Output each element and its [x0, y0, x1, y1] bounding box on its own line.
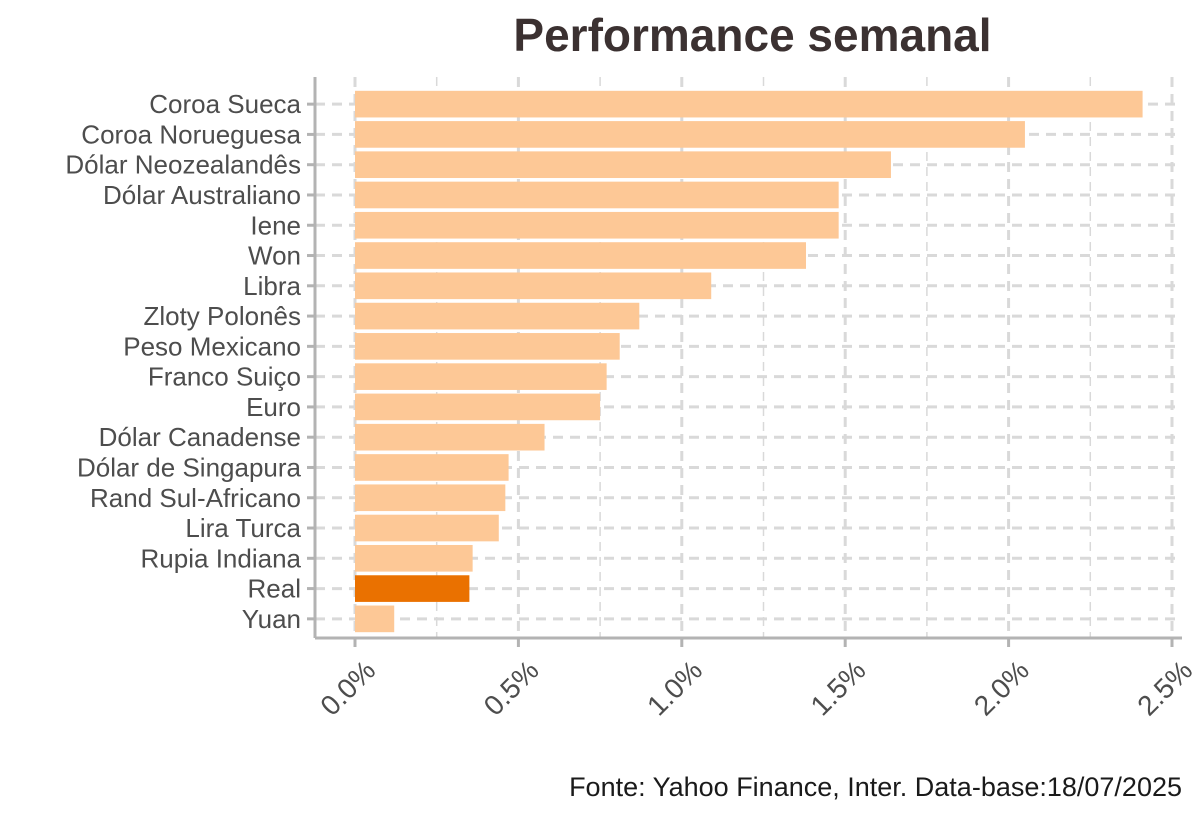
bar-d-lar-de-singapura — [355, 454, 509, 481]
x-tick-label: 0.5% — [478, 654, 545, 721]
bar-iene — [355, 211, 839, 239]
y-tick-label: Libra — [243, 271, 301, 301]
y-tick-label: Dólar Australiano — [103, 180, 301, 210]
y-tick-label: Rand Sul-Africano — [90, 483, 301, 513]
bar-yuan — [355, 605, 395, 633]
x-tick-label: 2.5% — [1131, 654, 1198, 721]
bar-rand-sul-africano — [355, 484, 506, 512]
x-tick-label: 1.0% — [641, 654, 708, 721]
y-tick-label: Iene — [250, 210, 301, 240]
y-tick-label: Dólar Neozealandês — [65, 150, 301, 180]
y-tick-label: Real — [248, 574, 301, 604]
y-tick-label: Dólar Canadense — [99, 422, 301, 452]
y-tick-label: Coroa Sueca — [149, 89, 301, 119]
bar-real — [355, 575, 470, 602]
y-tick-label: Dólar de Singapura — [77, 452, 302, 482]
bar-zloty-polon-s — [355, 302, 640, 330]
y-tick-label: Peso Mexicano — [123, 331, 301, 361]
y-tick-label: Lira Turca — [185, 513, 301, 543]
x-tick-label: 1.5% — [805, 654, 872, 721]
x-tick-label: 0.0% — [314, 654, 381, 721]
y-tick-label: Zloty Polonês — [143, 301, 301, 331]
x-tick-label: 2.0% — [968, 654, 1035, 721]
bar-libra — [355, 272, 712, 300]
bar-won — [355, 242, 806, 269]
chart-caption: Fonte: Yahoo Finance, Inter. Data-base:1… — [569, 772, 1182, 802]
bar-d-lar-australiano — [355, 181, 839, 209]
bar-d-lar-canadense — [355, 423, 545, 451]
bar-franco-sui-o — [355, 363, 607, 390]
y-tick-label: Euro — [246, 392, 301, 422]
y-tick-label: Yuan — [242, 604, 301, 634]
y-tick-label: Won — [248, 241, 301, 271]
bar-lira-turca — [355, 514, 499, 542]
bar-coroa-sueca — [355, 90, 1143, 118]
y-tick-label: Coroa Norueguesa — [81, 119, 301, 149]
chart-title: Performance semanal — [513, 9, 992, 61]
bar-d-lar-neozealand-s — [355, 151, 891, 179]
bar-coroa-norueguesa — [355, 121, 1025, 148]
y-tick-label: Franco Suiço — [148, 362, 301, 392]
bar-rupia-indiana — [355, 544, 473, 572]
bar-peso-mexicano — [355, 333, 620, 360]
bar-euro — [355, 393, 601, 421]
y-tick-label: Rupia Indiana — [141, 543, 302, 573]
